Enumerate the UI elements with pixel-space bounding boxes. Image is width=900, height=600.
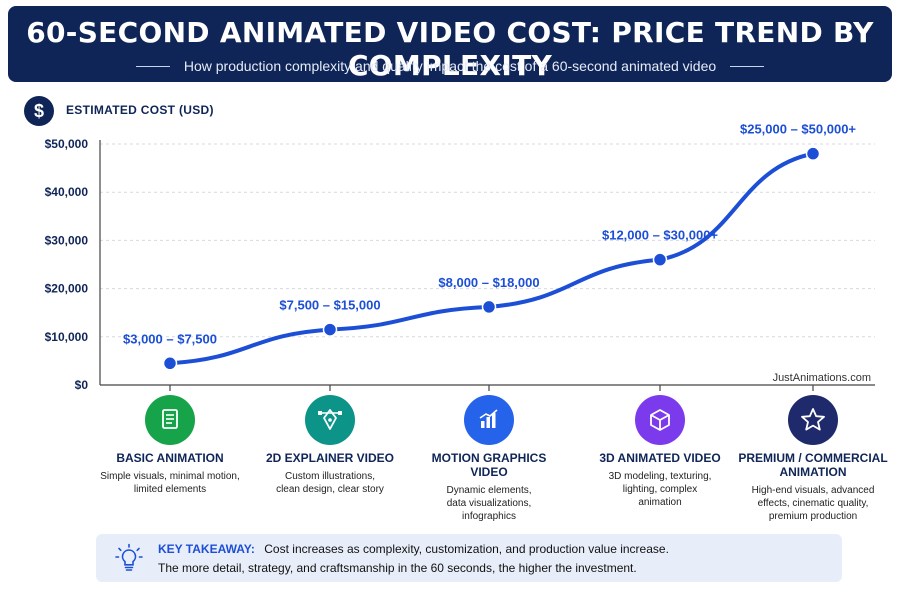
y-tick-label: $10,000 (45, 330, 89, 344)
series-line (168, 151, 815, 366)
data-label: $12,000 – $30,000+ (602, 228, 718, 243)
category-name: MOTION GRAPHICS VIDEO (431, 451, 547, 479)
pen-tool-icon (305, 395, 355, 445)
line-chart: $0 $10,000 $20,000 $30,000 $40,000 $50,000 $3… (45, 122, 875, 392)
subtitle-row: How production complexity and quality im… (8, 58, 892, 74)
dollar-icon: $ (24, 96, 54, 126)
data-point (481, 299, 497, 315)
category-name: 2D EXPLAINER VIDEO (265, 451, 395, 465)
data-label: $3,000 – $7,500 (123, 331, 217, 346)
document-icon (145, 395, 195, 445)
page-title: 60-SECOND ANIMATED VIDEO COST: PRICE TRE… (26, 16, 874, 82)
data-point (805, 146, 821, 161)
category-description: High-end visuals, advanced effects, cinem… (751, 485, 875, 522)
lightbulb-icon (115, 543, 143, 571)
bar-chart-icon (464, 395, 514, 445)
category-name: 3D ANIMATED VIDEO (599, 451, 721, 465)
star-icon (788, 395, 838, 445)
category-card: PREMIUM / COMMERCIAL ANIMATION High-end vi… (738, 395, 888, 523)
cube-icon (635, 395, 685, 445)
data-label: $7,500 – $15,000 (279, 298, 380, 313)
category-description: Custom illustrations, clean design, clear… (276, 471, 384, 495)
key-takeaway-box: KEY TAKEAWAY: Cost increases as complexi… (96, 534, 842, 582)
category-description: 3D modeling, texturing, lighting, complex… (608, 471, 712, 508)
y-tick-label: $40,000 (45, 185, 89, 199)
data-label: $25,000 – $50,000+ (740, 122, 856, 137)
watermark: JustAnimations.com (773, 372, 871, 384)
category-card: BASIC ANIMATION Simple visuals, minimal m… (95, 395, 245, 496)
takeaway-line-2: The more detail, strategy, and craftsman… (158, 561, 637, 575)
y-tick-labels: $0 $10,000 $20,000 $30,000 $40,000 $50,000 (45, 137, 89, 392)
y-tick-label: $50,000 (45, 137, 89, 151)
category-card: MOTION GRAPHICS VIDEO Dynamic elements, da… (414, 395, 564, 523)
category-description: Dynamic elements, data visualizations, inf… (446, 485, 532, 522)
subtitle-rule-left (135, 65, 170, 67)
y-axis-label: ESTIMATED COST (USD) (66, 103, 214, 117)
data-point (652, 252, 668, 267)
category-name: BASIC ANIMATION (116, 451, 224, 465)
header-banner: 60-SECOND ANIMATED VIDEO COST: PRICE TRE… (8, 6, 892, 82)
data-label: $8,000 – $18,000 (438, 275, 539, 290)
data-labels: $3,000 – $7,500 $7,500 – $15,000 $8,000 – … (123, 122, 856, 347)
category-row: BASIC ANIMATION Simple visuals, minimal m… (0, 395, 900, 535)
y-tick-label: $0 (75, 378, 89, 392)
category-description: Simple visuals, minimal motion, limited e… (100, 471, 240, 495)
category-card: 2D EXPLAINER VIDEO Custom illustrations, c… (255, 395, 405, 496)
page-subtitle: How production complexity and quality im… (183, 58, 717, 74)
data-point (322, 322, 338, 337)
subtitle-rule-right (730, 65, 765, 67)
category-card: 3D ANIMATED VIDEO 3D modeling, texturing,… (585, 395, 735, 509)
chart-grid (99, 140, 875, 391)
y-tick-label: $30,000 (45, 233, 89, 247)
data-point (162, 356, 178, 371)
category-name: PREMIUM / COMMERCIAL ANIMATION (738, 451, 888, 479)
takeaway-text-1: Cost increases as complexity, customizat… (264, 542, 669, 556)
takeaway-label: KEY TAKEAWAY: (158, 542, 255, 556)
data-points (162, 146, 821, 371)
takeaway-line-1: KEY TAKEAWAY: Cost increases as complexi… (158, 542, 669, 556)
y-tick-label: $20,000 (45, 282, 89, 296)
